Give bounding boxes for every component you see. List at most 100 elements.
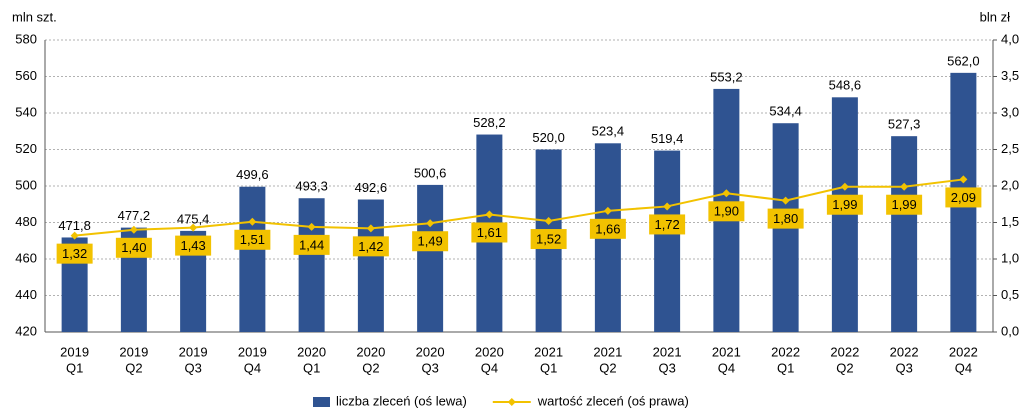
value-label-box (886, 194, 923, 215)
x-tick-label: 2019 (60, 344, 89, 359)
y-axis-label: mln szt. (12, 9, 57, 24)
y-tick-label: 500 (15, 177, 37, 192)
line-value-label: 1,66 (595, 221, 620, 236)
x-tick-label: Q1 (303, 360, 320, 375)
line-value-label: 1,99 (832, 197, 857, 212)
value-label-box (708, 201, 745, 222)
y-tick-label: 460 (15, 250, 37, 265)
bar (654, 150, 681, 332)
bar-value-label: 562,0 (947, 53, 980, 68)
x-tick-label: 2022 (890, 344, 919, 359)
line-value-label: 2,09 (951, 190, 976, 205)
line-marker (248, 217, 257, 226)
line-marker (189, 223, 198, 232)
line-marker (485, 210, 494, 219)
line-value-label: 1,51 (240, 232, 265, 247)
y2-tick-label: 0,0 (1001, 323, 1019, 338)
x-tick-label: 2019 (238, 344, 267, 359)
x-tick-label: 2021 (593, 344, 622, 359)
bar-value-label: 520,0 (532, 130, 565, 145)
value-label-box (649, 214, 686, 235)
line-value-label: 1,99 (891, 197, 916, 212)
line-value-label: 1,43 (180, 238, 205, 253)
bar (417, 184, 444, 332)
line-value-label: 1,52 (536, 231, 561, 246)
bar-value-label: 523,4 (592, 124, 625, 139)
x-tick-label: Q1 (777, 360, 794, 375)
x-tick-label: Q4 (955, 360, 972, 375)
x-tick-label: Q1 (66, 360, 83, 375)
y2-tick-label: 3,5 (1001, 68, 1019, 83)
value-label-box (175, 235, 212, 256)
line-marker (603, 206, 612, 215)
x-tick-label: 2020 (356, 344, 385, 359)
x-tick-label: 2020 (475, 344, 504, 359)
y2-tick-label: 3,0 (1001, 104, 1019, 119)
x-tick-label: Q3 (184, 360, 201, 375)
x-tick-label: 2020 (297, 344, 326, 359)
x-tick-label: Q1 (540, 360, 557, 375)
value-label-box (234, 229, 271, 250)
y2-tick-label: 1,5 (1001, 214, 1019, 229)
x-tick-label: 2022 (949, 344, 978, 359)
y-tick-label: 560 (15, 68, 37, 83)
y2-tick-label: 1,0 (1001, 250, 1019, 265)
x-tick-label: 2020 (416, 344, 445, 359)
x-tick-label: Q2 (125, 360, 142, 375)
line-marker (366, 224, 375, 233)
legend-label: liczba zleceń (oś lewa) (336, 393, 467, 408)
x-tick-label: 2021 (534, 344, 563, 359)
x-tick-label: 2022 (771, 344, 800, 359)
bar-value-label: 492,6 (355, 180, 388, 195)
x-tick-label: 2021 (653, 344, 682, 359)
bar (357, 199, 384, 332)
value-label-box (767, 208, 804, 229)
value-label-box (530, 229, 567, 250)
x-tick-label: Q4 (718, 360, 735, 375)
bar-value-label: 548,6 (829, 78, 862, 93)
legend-label: wartość zleceń (oś prawa) (537, 393, 689, 408)
x-tick-label: Q4 (244, 360, 261, 375)
x-tick-label: Q2 (836, 360, 853, 375)
x-tick-label: 2019 (119, 344, 148, 359)
x-tick-label: Q2 (362, 360, 379, 375)
bar-value-label: 477,2 (118, 208, 151, 223)
line-marker (426, 219, 435, 228)
y-tick-label: 420 (15, 323, 37, 338)
y2-tick-label: 4,0 (1001, 31, 1019, 46)
y2-axis-label: bln zł (980, 9, 1010, 24)
value-label-box (826, 194, 863, 215)
value-label-box (589, 218, 626, 239)
line-value-label: 1,44 (299, 237, 324, 252)
line-value-label: 1,42 (358, 239, 383, 254)
value-label-box (412, 231, 449, 252)
x-tick-label: 2021 (712, 344, 741, 359)
x-tick-label: 2019 (179, 344, 208, 359)
line-marker (722, 189, 731, 198)
y-tick-label: 580 (15, 31, 37, 46)
bar (298, 198, 325, 332)
y2-tick-label: 2,5 (1001, 141, 1019, 156)
line-value-label: 1,80 (773, 211, 798, 226)
bar-value-label: 499,6 (236, 167, 269, 182)
line-marker (781, 196, 790, 205)
line-value-label: 1,61 (477, 225, 502, 240)
bar-value-label: 553,2 (710, 69, 743, 84)
value-label-box (945, 187, 982, 208)
y-tick-label: 520 (15, 141, 37, 156)
y-tick-label: 480 (15, 214, 37, 229)
line-marker (840, 182, 849, 191)
x-tick-label: Q3 (895, 360, 912, 375)
line-marker (544, 217, 553, 226)
line-value-label: 1,40 (121, 240, 146, 255)
bar-value-label: 534,4 (769, 104, 802, 119)
line-value-label: 1,32 (62, 246, 87, 261)
line-marker (307, 222, 316, 231)
value-label-box (471, 222, 508, 243)
x-tick-label: Q3 (658, 360, 675, 375)
bar-value-label: 519,4 (651, 131, 684, 146)
x-tick-label: Q3 (421, 360, 438, 375)
bar-value-label: 475,4 (177, 211, 210, 226)
bar (891, 136, 918, 332)
